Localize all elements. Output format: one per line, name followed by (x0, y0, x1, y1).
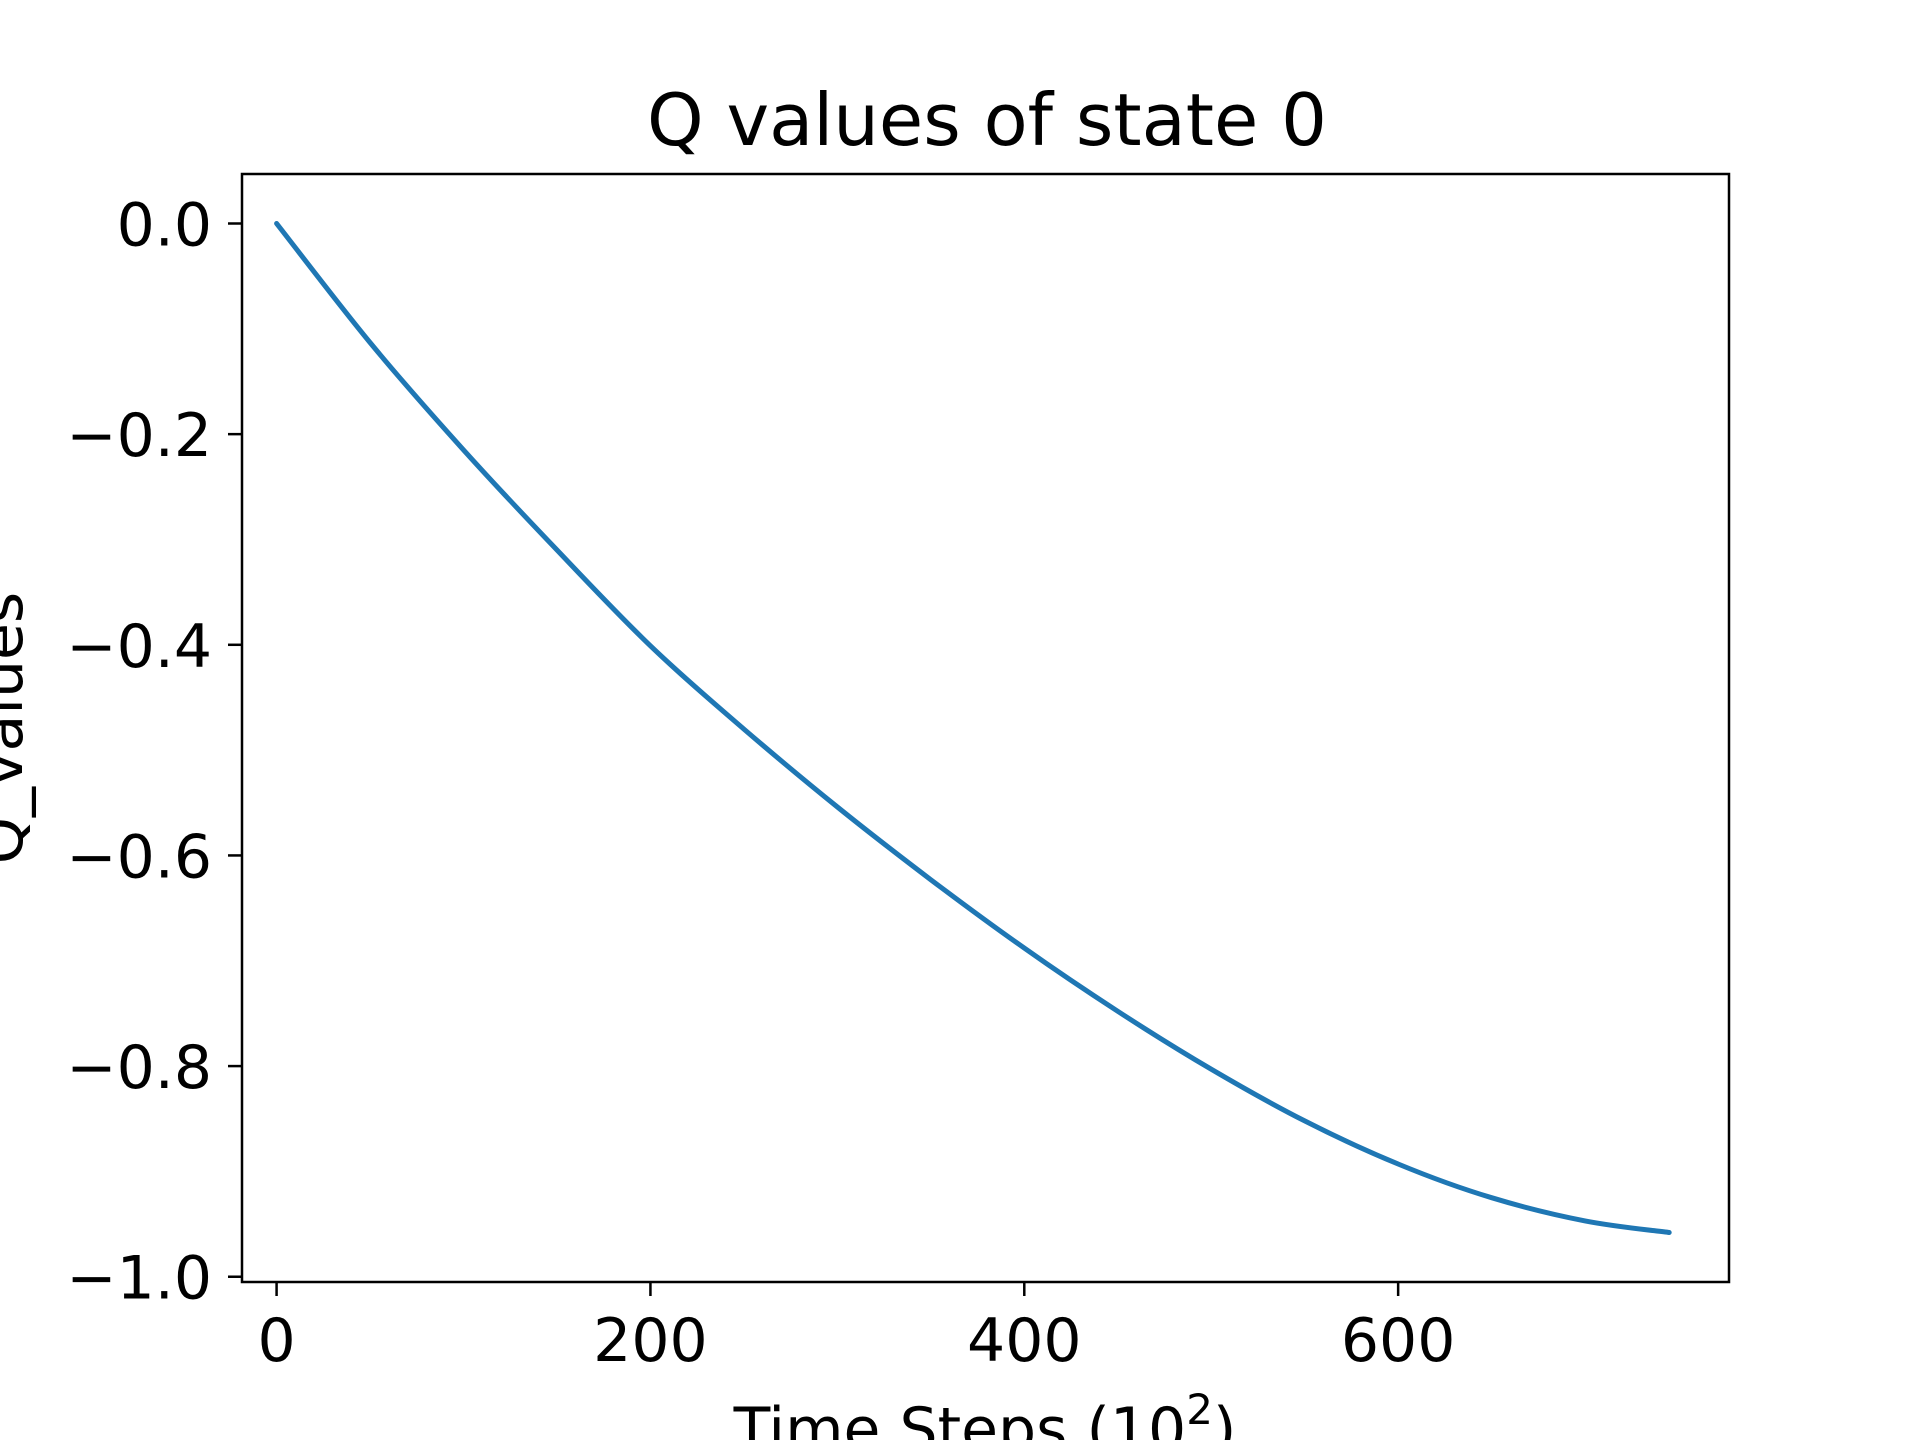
x-axis-ticks: 0 200 400 600 (257, 1282, 1455, 1376)
y-tick-label: −0.6 (66, 822, 212, 892)
y-tick-label: 0.0 (117, 191, 212, 261)
y-tick-label: −0.8 (66, 1033, 212, 1103)
x-tick-label: 600 (1341, 1306, 1456, 1376)
x-axis-label-main: Time Steps (10 (733, 1395, 1187, 1440)
chart-title: Q values of state 0 (647, 78, 1327, 162)
x-tick-label: 400 (967, 1306, 1082, 1376)
y-axis-label: Q_values (0, 592, 37, 864)
x-axis-label: Time Steps (102) (733, 1385, 1237, 1440)
x-axis-label-close: ) (1213, 1395, 1236, 1440)
title-group: Q values of state 0 (647, 78, 1327, 162)
x-axis-label-group: Time Steps (102) (733, 1385, 1237, 1440)
plot-area (240, 172, 1731, 1284)
x-tick-label: 0 (257, 1306, 295, 1376)
plot-frame (240, 172, 1731, 1284)
y-axis-ticks: 0.0 −0.2 −0.4 −0.6 −0.8 −1.0 (66, 191, 242, 1314)
y-tick-label: −0.2 (66, 401, 212, 471)
x-axis-label-superscript: 2 (1186, 1385, 1213, 1434)
y-tick-label: −1.0 (66, 1244, 212, 1314)
x-tick-label: 200 (593, 1306, 708, 1376)
y-tick-label: −0.4 (66, 612, 212, 682)
series-line (274, 221, 1672, 1235)
y-axis-label-group: Q_values (0, 592, 37, 864)
